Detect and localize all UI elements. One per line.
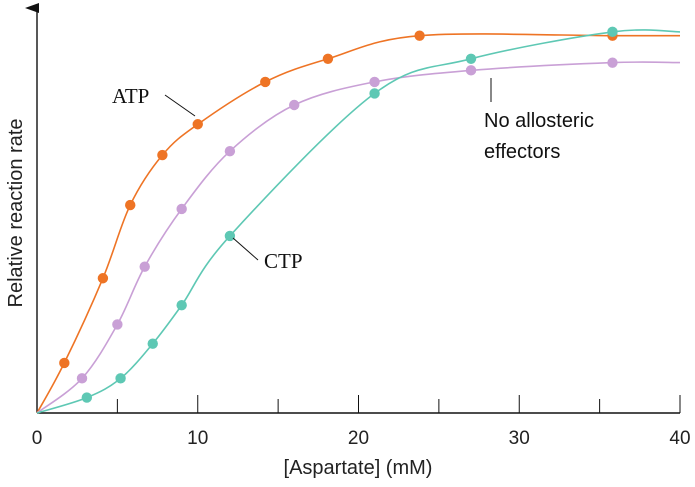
x-tick-label: 40 [669, 428, 690, 449]
atp-curve [36, 33, 680, 414]
no-effectors-data-point [139, 261, 150, 272]
x-tick-labels: 0 10 20 30 40 [32, 428, 691, 449]
atp-data-point [157, 149, 168, 161]
no-effectors-label-line2: effectors [484, 141, 560, 163]
no-effectors-data-point [289, 99, 300, 111]
ctp-data-point [115, 373, 126, 384]
ctp-data-point [147, 338, 158, 349]
no-effectors-data-point [76, 373, 88, 384]
no-effectors-data-point [369, 76, 380, 88]
no-effectors-label-line1: No allosteric [484, 110, 594, 132]
ctp-data-point [465, 53, 477, 64]
atp-data-point [260, 76, 271, 88]
ctp-data-point [607, 26, 618, 38]
atp-data-point [125, 199, 136, 211]
x-ticks [36, 395, 681, 413]
atp-data-point [322, 53, 334, 64]
ctp-data-point [176, 300, 187, 311]
atp-label: ATP [112, 84, 149, 108]
x-tick-label: 0 [32, 428, 43, 449]
atp-data-point [97, 273, 109, 284]
no-effectors-curve [36, 61, 681, 414]
ctp-data-point [81, 392, 93, 403]
y-axis-label: Relative reaction rate [5, 119, 27, 308]
x-tick-label: 10 [187, 428, 208, 449]
x-tick-label: 30 [509, 428, 530, 449]
x-axis-label: [Aspartate] (mM) [284, 457, 433, 479]
x-tick-label: 20 [348, 428, 369, 449]
no-effectors-data-point [112, 319, 123, 330]
ctp-data-point [224, 230, 236, 242]
no-effectors-data-point [224, 146, 236, 157]
atp-label-leader [164, 94, 196, 117]
ctp-label-leader [232, 237, 259, 261]
atp-data-point [414, 30, 425, 41]
no-effectors-data-point [176, 203, 187, 215]
no-effectors-data-point [607, 57, 618, 68]
no-effectors-data-point [465, 65, 477, 76]
atp-data-point [192, 119, 203, 130]
atp-data-point [59, 357, 70, 369]
ctp-data-point [369, 88, 380, 99]
data-points [59, 26, 618, 403]
ctp-label: CTP [264, 249, 303, 273]
